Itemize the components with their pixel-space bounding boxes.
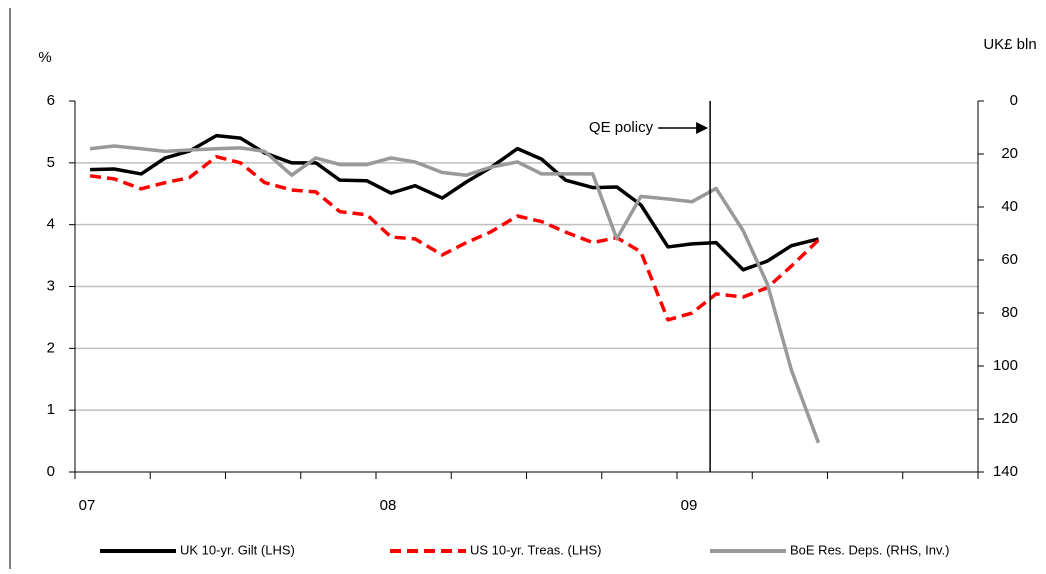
- y-tick-label: 1: [47, 401, 55, 418]
- series-line: [89, 154, 820, 322]
- y2-tick-label: 60: [1001, 251, 1018, 268]
- y-tick-label: 2: [47, 339, 55, 356]
- x-tick-label: 08: [380, 497, 397, 514]
- legend-label: BoE Res. Deps. (RHS, Inv.): [790, 542, 949, 557]
- y-tick-label: 6: [47, 92, 55, 109]
- x-tick-label: 09: [681, 497, 698, 514]
- x-tick-label: 07: [79, 497, 96, 514]
- legend-label: UK 10-yr. Gilt (LHS): [180, 542, 295, 557]
- y2-axis-label: UK£ bln: [983, 36, 1036, 53]
- y2-tick-label: 40: [1001, 198, 1018, 215]
- y2-tick-label: 140: [993, 463, 1018, 480]
- series-line: [89, 144, 821, 444]
- y2-tick-label: 100: [993, 357, 1018, 374]
- legend-label: US 10-yr. Treas. (LHS): [470, 542, 601, 557]
- y-tick-label: 5: [47, 154, 55, 171]
- y2-tick-label: 0: [1010, 92, 1018, 109]
- y-axis-label: %: [38, 49, 51, 66]
- y-tick-label: 0: [47, 463, 55, 480]
- y2-tick-label: 120: [993, 410, 1018, 427]
- y2-tick-label: 20: [1001, 145, 1018, 162]
- annotation-arrowhead: [696, 122, 709, 134]
- annotation-text: QE policy: [589, 119, 654, 136]
- y-tick-label: 4: [47, 216, 55, 233]
- y2-tick-label: 80: [1001, 304, 1018, 321]
- y-tick-label: 3: [47, 277, 55, 294]
- series-line: [90, 133, 819, 272]
